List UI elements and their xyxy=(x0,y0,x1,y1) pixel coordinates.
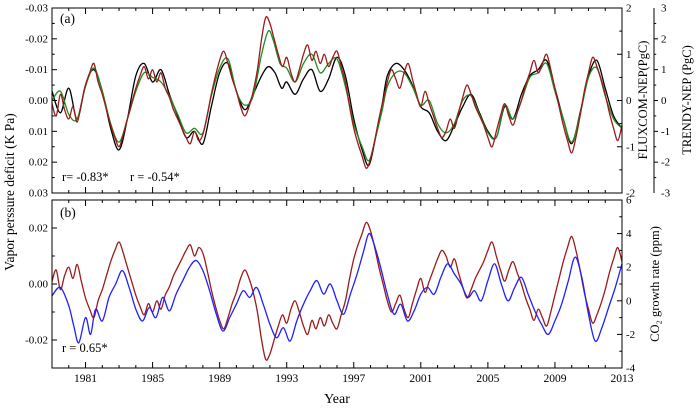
trendy-axis-title: TRENDY-NEP (PgC) xyxy=(680,45,694,155)
series-line-vapor-pressure-deficit xyxy=(52,16,622,169)
panel-b: 1981 1985 1989 1993 1997 2001 2005 2009 2013 0.02… xyxy=(25,195,636,386)
x-tick-label: 1989 xyxy=(208,373,231,385)
panel-b-label: (b) xyxy=(60,205,76,220)
y-tick-label: -0.02 xyxy=(25,33,48,45)
x-tick-label: 1993 xyxy=(275,373,298,385)
y-tick-label: 0.01 xyxy=(29,126,48,138)
panel-a: -0.03 -0.02 -0.01 0.00 0.01 0.02 0.03 2 1 0 -1 -2 3 2… xyxy=(25,3,671,200)
x-axis-title: Year xyxy=(324,392,350,407)
y-tick-label: -1 xyxy=(661,126,670,138)
y-tick-label: -2 xyxy=(626,329,635,341)
x-tick-label: 2013 xyxy=(611,373,634,385)
y-tick-label: -3 xyxy=(661,188,671,200)
vpd-axis-title: Vapor perssure deficit (K Pa) xyxy=(2,113,17,270)
fluxcom-axis-title: FLUXCOM-NEP(PgC) xyxy=(636,41,650,160)
series-line-trendy-nep xyxy=(52,56,622,167)
correlation-trendy: r = -0.54* xyxy=(130,170,180,184)
y-tick-label: -0.03 xyxy=(25,3,48,15)
correlation-fluxcom: r= -0.83* xyxy=(62,170,109,184)
series-line-co2-growth-rate xyxy=(52,232,622,344)
y-tick-label: -0.02 xyxy=(25,335,48,347)
correlation-co2: r = 0.65* xyxy=(62,341,108,355)
panel-a-label: (a) xyxy=(60,11,75,26)
panel-frame xyxy=(51,7,623,194)
y-tick-label: -0.01 xyxy=(25,64,48,76)
co2-axis-title: CO₂ growth rate (ppm) xyxy=(648,226,662,342)
series-line-vapor-pressure-deficit xyxy=(52,221,622,361)
y-tick-label: 0.02 xyxy=(29,223,48,235)
series-line-fluxcom-nep xyxy=(52,29,622,162)
y-tick-label: 2 xyxy=(661,33,667,45)
y-tick-label: 6 xyxy=(626,195,632,207)
y-tick-label: 1 xyxy=(626,49,632,61)
x-tick-label: 2001 xyxy=(409,373,432,385)
y-tick-label: -2 xyxy=(661,157,670,169)
y-tick-label: 4 xyxy=(626,228,632,240)
x-tick-label: 1997 xyxy=(342,373,365,385)
y-tick-label: 0.02 xyxy=(29,157,48,169)
x-tick-label: 1981 xyxy=(74,373,97,385)
y-tick-label: 0.03 xyxy=(29,188,49,200)
y-tick-label: -2 xyxy=(626,188,635,200)
panel-frame xyxy=(51,199,623,369)
y-tick-label: 0.00 xyxy=(29,95,49,107)
y-tick-label: 0.00 xyxy=(29,279,49,291)
y-tick-label: 2 xyxy=(626,262,632,274)
y-tick-label: 3 xyxy=(661,3,667,15)
x-tick-label: 1985 xyxy=(141,373,164,385)
y-tick-label: 2 xyxy=(626,3,632,15)
y-tick-label: -1 xyxy=(626,141,635,153)
x-tick-label: 2009 xyxy=(543,373,566,385)
y-tick-label: 0 xyxy=(626,95,632,107)
x-tick-label: 2005 xyxy=(476,373,499,385)
y-tick-label: -4 xyxy=(626,363,636,375)
y-tick-label: 1 xyxy=(661,64,667,76)
y-tick-label: 0 xyxy=(626,295,632,307)
y-tick-label: 0 xyxy=(661,95,667,107)
